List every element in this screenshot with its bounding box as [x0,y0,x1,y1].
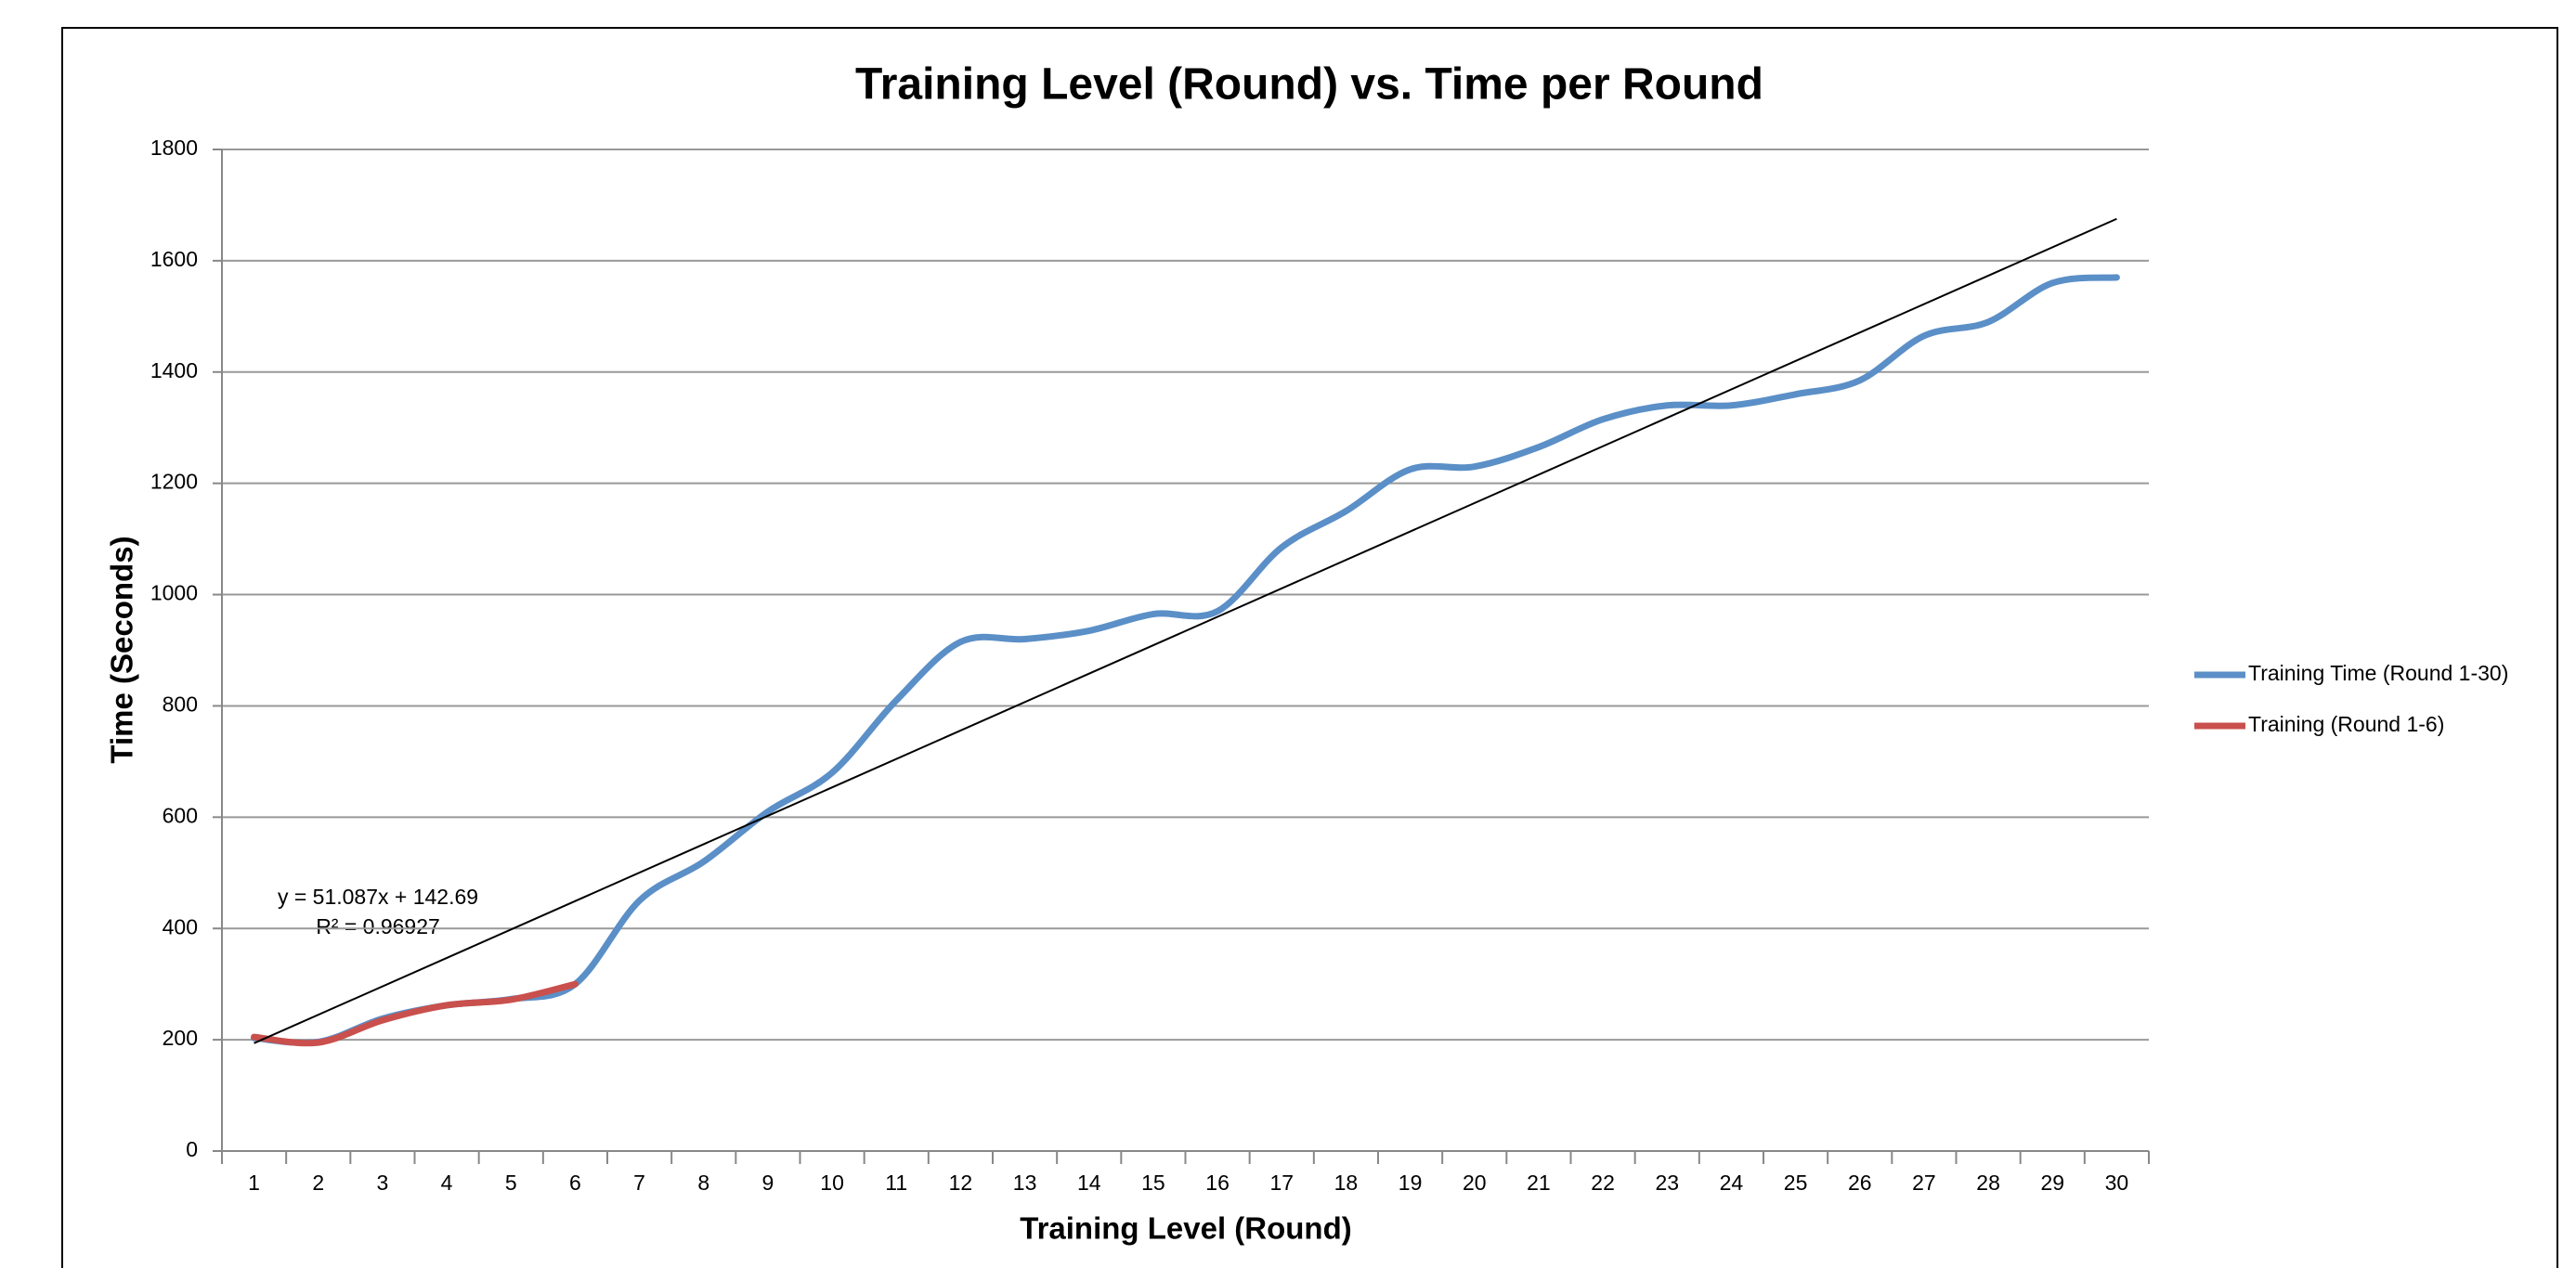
x-tick-label: 30 [2105,1171,2129,1195]
x-tick-label: 17 [1269,1171,1294,1195]
y-tick-label: 0 [186,1137,198,1161]
x-tick-label: 3 [377,1171,389,1195]
x-tick-label: 24 [1720,1171,1744,1195]
x-tick-label: 26 [1848,1171,1872,1195]
y-tick-label: 1400 [150,358,198,382]
x-tick-label: 5 [505,1171,517,1195]
x-axis-title: Training Level (Round) [1020,1211,1352,1246]
legend-label: Training (Round 1-6) [2248,712,2444,736]
x-tick-label: 28 [1976,1171,2000,1195]
x-tick-label: 6 [569,1171,581,1195]
x-tick-label: 10 [820,1171,844,1195]
chart-border [61,27,2558,1268]
x-tick-label: 25 [1784,1171,1808,1195]
x-tick-label: 4 [441,1171,453,1195]
trendline [254,217,2117,1044]
x-tick-label: 27 [1912,1171,1936,1195]
x-tick-label: 12 [949,1171,973,1195]
x-tick-label: 7 [633,1171,645,1195]
y-tick-label: 1800 [150,136,198,160]
x-tick-label: 22 [1591,1171,1615,1195]
x-tick-label: 20 [1463,1171,1487,1195]
y-tick-label: 1200 [150,470,198,494]
x-tick-label: 23 [1655,1171,1679,1195]
x-tick-label: 18 [1334,1171,1359,1195]
x-tick-label: 13 [1013,1171,1037,1195]
x-tick-label: 16 [1205,1171,1229,1195]
y-tick-label: 1000 [150,581,198,605]
x-tick-label: 21 [1527,1171,1551,1195]
x-tick-label: 14 [1077,1171,1101,1195]
y-tick-label: 800 [163,692,198,717]
chart-title: Training Level (Round) vs. Time per Roun… [855,60,1763,110]
trendline-equation: y = 51.087x + 142.69 [278,885,478,909]
y-axis-title: Time (Seconds) [105,536,139,763]
trendline-r-squared: R² = 0.96927 [316,914,440,938]
x-tick-label: 11 [885,1171,907,1195]
y-tick-label: 1600 [150,247,198,271]
x-tick-label: 9 [762,1171,774,1195]
x-tick-label: 29 [2040,1171,2064,1195]
y-tick-label: 600 [163,803,198,827]
x-tick-label: 15 [1141,1171,1165,1195]
series-line [251,980,579,1047]
y-tick-label: 200 [163,1026,198,1050]
y-tick-label: 400 [163,914,198,938]
x-tick-label: 8 [697,1171,709,1195]
x-tick-label: 19 [1399,1171,1423,1195]
x-tick-label: 2 [312,1171,324,1195]
legend-label: Training Time (Round 1-30) [2248,661,2508,685]
x-tick-label: 1 [248,1171,260,1195]
